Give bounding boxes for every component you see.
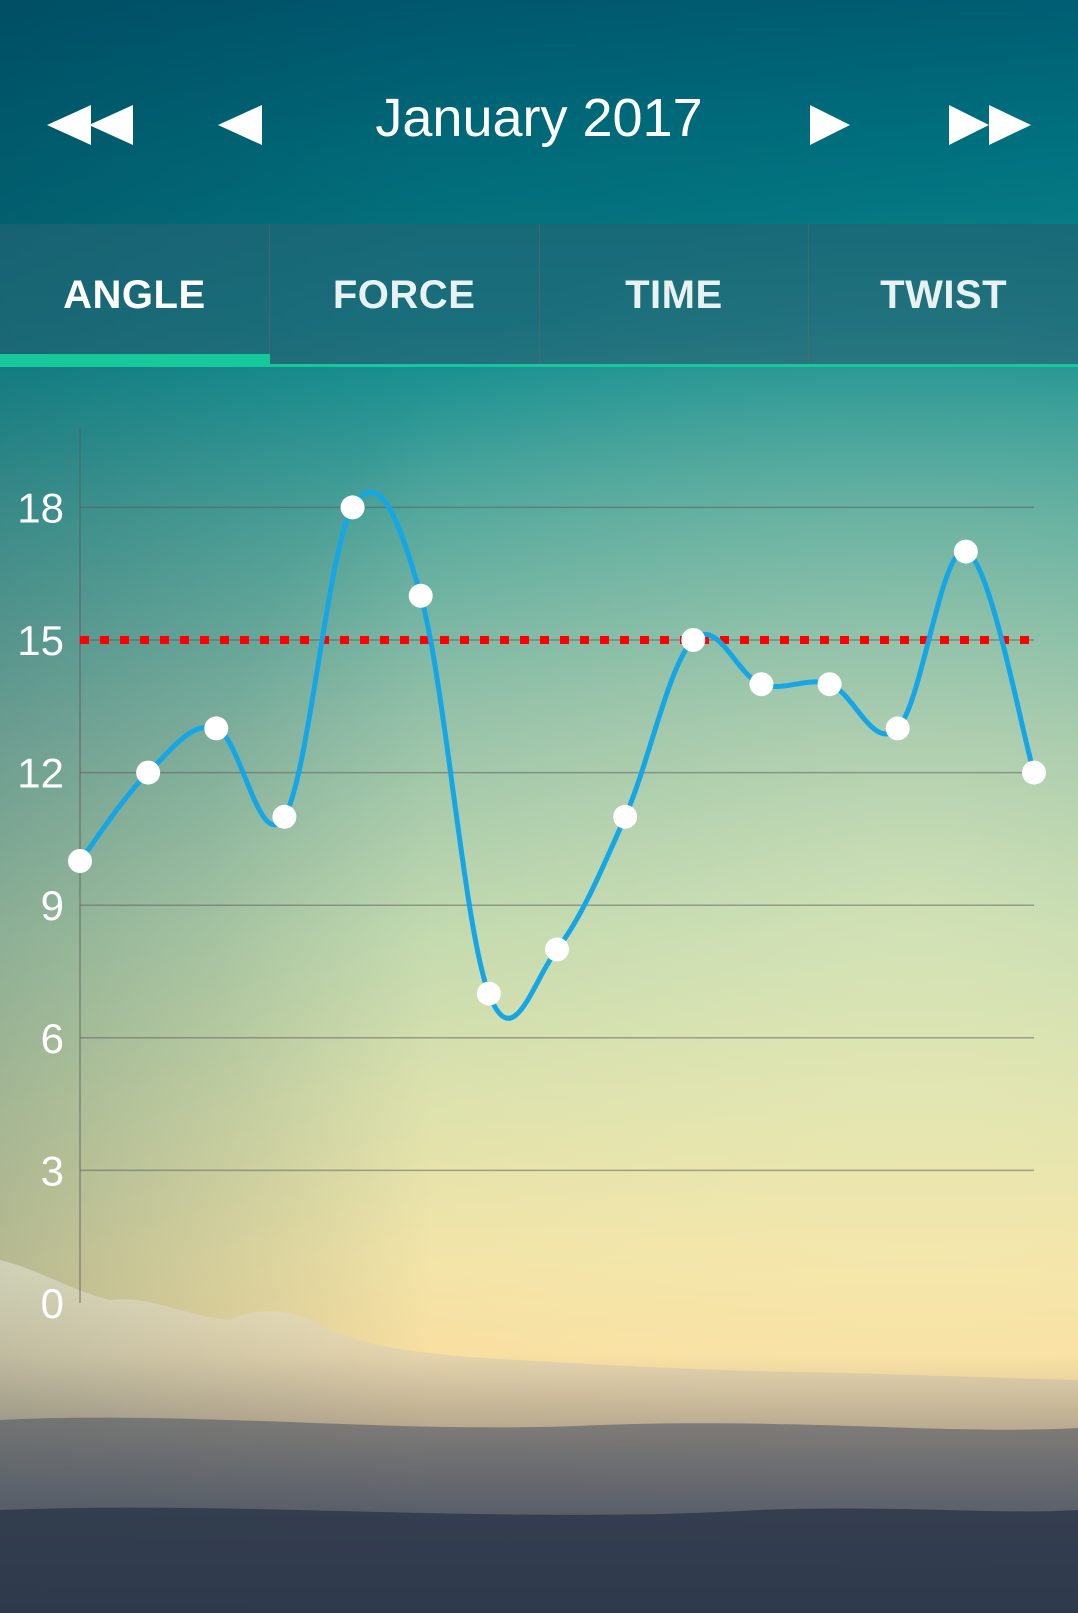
y-tick-label: 15 [17,617,64,664]
tab-force[interactable]: FORCE [268,224,539,367]
tab-time[interactable]: TIME [538,224,809,367]
data-point [136,760,161,785]
tab-angle[interactable]: ANGLE [0,224,269,367]
month-header: January 2017 [0,0,1078,224]
data-point [1022,760,1046,785]
data-point [545,937,569,962]
y-tick-label: 12 [17,750,64,797]
data-point [408,583,433,608]
next-month-button[interactable] [795,80,865,170]
left-arrow-icon [218,105,262,145]
data-point [68,849,92,873]
y-tick-label: 18 [17,484,64,531]
data-point [204,716,229,741]
data-point [749,672,774,697]
data-point [340,495,365,520]
tab-label: ANGLE [63,273,206,317]
month-title: January 2017 [375,88,703,148]
angle-line-chart: 0 3 6 9 12 15 18 [17,427,1046,1327]
double-right-arrow-icon [949,105,1031,145]
tab-label: TIME [625,273,723,317]
data-point [885,716,910,741]
last-month-button[interactable] [940,80,1040,170]
tab-twist[interactable]: TWIST [808,224,1078,367]
tab-label: TWIST [880,273,1008,317]
y-tick-label: 6 [41,1015,64,1062]
metric-tabs: ANGLE FORCE TIME TWIST [0,224,1078,367]
double-left-arrow-icon [47,105,133,145]
y-tick-label: 0 [41,1280,64,1327]
data-point [681,628,706,652]
tab-baseline [0,364,1078,367]
first-month-button[interactable] [40,80,140,170]
data-point [272,804,297,829]
data-point [953,539,978,564]
active-tab-indicator [0,354,270,366]
y-tick-label: 3 [41,1147,64,1194]
y-tick-label: 9 [41,882,64,929]
right-arrow-icon [810,105,850,145]
data-point [817,672,842,697]
previous-month-button[interactable] [205,80,275,170]
tab-label: FORCE [332,273,476,317]
data-point [476,981,501,1006]
data-point [613,804,638,829]
